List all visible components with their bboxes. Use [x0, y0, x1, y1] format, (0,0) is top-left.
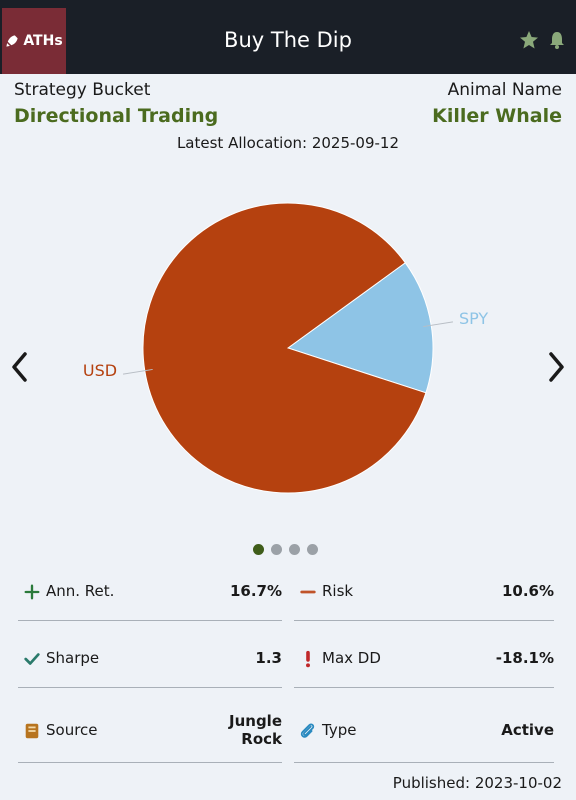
animal-name-label: Animal Name	[447, 80, 562, 100]
metric-label: Type	[322, 721, 357, 739]
carousel-dot[interactable]	[289, 544, 300, 555]
metric-value: 1.3	[255, 649, 282, 667]
rocket-icon	[6, 35, 18, 47]
pie-leader-line	[423, 321, 454, 328]
book-icon	[22, 721, 42, 741]
metric-max-dd: Max DD -18.1%	[294, 649, 554, 719]
latest-allocation: Latest Allocation: 2025-09-12	[176, 134, 400, 152]
check-icon	[22, 649, 42, 669]
carousel-dot[interactable]	[253, 544, 264, 555]
divider	[18, 620, 282, 621]
source-value-line: Rock	[241, 730, 282, 748]
metric-label: Source	[46, 721, 98, 739]
minus-icon	[298, 582, 318, 602]
metric-value: Active	[501, 721, 554, 739]
app-header: ATHs Buy The Dip	[0, 0, 576, 74]
exclamation-icon	[298, 649, 318, 669]
carousel-dots	[253, 544, 318, 555]
plus-icon	[22, 582, 42, 602]
metric-label: Risk	[322, 582, 354, 600]
metric-type: Type Active	[294, 714, 554, 784]
metric-label: Max DD	[322, 649, 381, 667]
bell-icon[interactable]	[547, 30, 567, 50]
source-value-line: Jungle	[229, 712, 282, 730]
divider	[294, 620, 554, 621]
aths-label: ATHs	[23, 33, 63, 49]
metric-label: Sharpe	[46, 649, 100, 667]
published-date: Published: 2023-10-02	[392, 774, 562, 792]
animal-name-value: Killer Whale	[432, 105, 562, 127]
chevron-right-icon[interactable]	[546, 350, 566, 384]
metric-value: -18.1%	[495, 649, 554, 667]
chevron-left-icon[interactable]	[10, 350, 30, 384]
divider	[294, 687, 554, 688]
strategy-bucket-label: Strategy Bucket	[14, 80, 151, 100]
metric-value: 16.7%	[229, 582, 282, 600]
allocation-pie-chart: SPY USD	[83, 202, 488, 494]
metric-label: Ann. Ret.	[46, 582, 115, 600]
pie-leader-line	[122, 368, 153, 375]
carousel-dot[interactable]	[307, 544, 318, 555]
page-title: Buy The Dip	[224, 28, 352, 52]
metric-sharpe: Sharpe 1.3	[18, 649, 282, 719]
metric-source: Source Jungle Rock	[18, 712, 282, 784]
strategy-bucket-value: Directional Trading	[14, 105, 219, 127]
metric-risk: Risk 10.6%	[294, 582, 554, 652]
divider	[18, 687, 282, 688]
divider	[18, 762, 282, 763]
paperclip-icon	[298, 721, 318, 741]
metric-ann-ret: Ann. Ret. 16.7%	[18, 582, 282, 652]
star-icon[interactable]	[519, 30, 539, 50]
divider	[294, 762, 554, 763]
pie-label-usd: USD	[83, 361, 117, 380]
carousel-dot[interactable]	[271, 544, 282, 555]
pie-label-spy: SPY	[459, 309, 488, 328]
metric-value: 10.6%	[501, 582, 554, 600]
aths-badge[interactable]: ATHs	[2, 8, 66, 74]
metric-value: Jungle Rock	[229, 712, 282, 748]
